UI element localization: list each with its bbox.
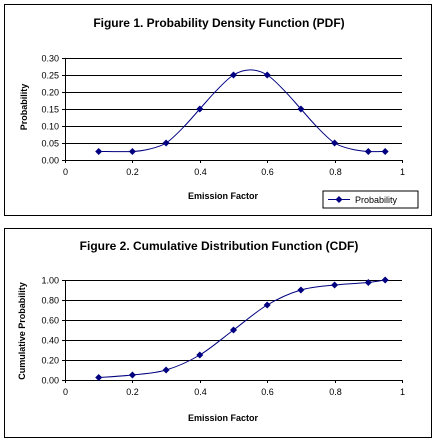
cdf-data-point [230, 326, 237, 334]
pdf-series-line [98, 69, 386, 153]
cdf-data-point [364, 279, 372, 286]
pdf-chart-title: Figure 1. Probability Density Function (… [93, 16, 344, 30]
pdf-y-tick-label: 0.25 [41, 71, 59, 81]
cdf-y-tick-label: 1.00 [41, 276, 59, 286]
pdf-data-point [230, 71, 237, 79]
pdf-y-axis-label: Probability [19, 84, 29, 131]
cdf-chart: Figure 2. Cumulative Distribution Functi… [17, 239, 405, 423]
cdf-y-tick-label: 0.80 [41, 296, 59, 306]
cdf-y-tick-label: 0.00 [41, 376, 59, 386]
pdf-data-point [364, 148, 372, 155]
cdf-chart-panel: Figure 2. Cumulative Distribution Functi… [4, 228, 432, 438]
cdf-y-axis-label: Cumulative Probability [17, 282, 27, 380]
pdf-x-tick-label: 1 [400, 167, 405, 177]
cdf-series-line [98, 279, 386, 378]
pdf-x-tick-label: 0 [63, 167, 68, 177]
legend-diamond-marker [335, 196, 343, 203]
cdf-y-tick-label: 0.60 [41, 316, 59, 326]
pdf-data-point [331, 139, 339, 147]
cdf-x-tick-label: 0.6 [261, 387, 274, 397]
cdf-x-axis-label: Emission Factor [188, 413, 259, 423]
cdf-data-point [95, 374, 103, 381]
cdf-x-tick-label: 0.2 [126, 387, 139, 397]
pdf-data-point [128, 148, 136, 155]
pdf-x-tick-label: 0.4 [194, 167, 207, 177]
pdf-data-point [196, 105, 204, 113]
cdf-data-point [263, 301, 271, 309]
pdf-chart-panel: Figure 1. Probability Density Function (… [4, 4, 432, 216]
cdf-data-point [128, 371, 136, 379]
pdf-y-tick-label: 0.05 [41, 139, 59, 149]
pdf-legend: Probability [322, 190, 419, 209]
pdf-y-tick-label: 0.30 [41, 54, 59, 64]
legend-box [322, 190, 419, 209]
pdf-data-point [162, 139, 170, 147]
pdf-data-point [381, 148, 389, 155]
cdf-data-point [381, 276, 389, 284]
pdf-x-tick-label: 0.2 [126, 167, 139, 177]
cdf-chart-title: Figure 2. Cumulative Distribution Functi… [80, 239, 359, 253]
pdf-data-point [263, 71, 271, 79]
pdf-data-point [297, 105, 305, 113]
pdf-chart: Figure 1. Probability Density Function (… [19, 16, 419, 209]
pdf-y-tick-label: 0.00 [41, 156, 59, 166]
pdf-data-point [95, 148, 103, 155]
cdf-data-point [196, 351, 204, 359]
pdf-x-tick-label: 0.8 [329, 167, 342, 177]
pdf-y-tick-label: 0.15 [41, 105, 59, 115]
cdf-data-point [162, 366, 170, 374]
cdf-x-tick-label: 0 [63, 387, 68, 397]
cdf-y-tick-label: 0.20 [41, 356, 59, 366]
pdf-y-tick-label: 0.20 [41, 88, 59, 98]
pdf-y-tick-label: 0.10 [41, 122, 59, 132]
cdf-x-tick-label: 1 [400, 387, 405, 397]
cdf-data-point [331, 281, 339, 289]
cdf-x-tick-label: 0.8 [329, 387, 342, 397]
cdf-data-point [297, 286, 305, 294]
cdf-y-tick-label: 0.40 [41, 336, 59, 346]
cdf-x-tick-label: 0.4 [194, 387, 207, 397]
legend-label: Probability [355, 195, 398, 205]
pdf-x-axis-label: Emission Factor [188, 191, 259, 201]
pdf-x-tick-label: 0.6 [261, 167, 274, 177]
